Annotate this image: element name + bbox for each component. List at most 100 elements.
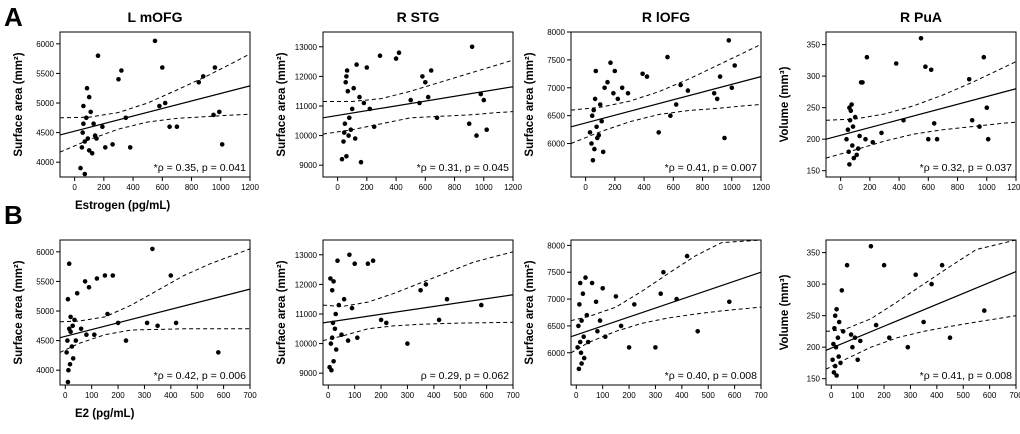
data-point xyxy=(599,118,604,124)
data-point xyxy=(887,335,892,341)
data-point xyxy=(94,276,100,281)
data-point xyxy=(331,279,336,284)
data-point xyxy=(640,71,645,77)
data-point xyxy=(70,356,76,361)
data-point xyxy=(577,280,583,286)
x-tick-label: 200 xyxy=(111,391,125,400)
x-tick-label: 600 xyxy=(667,183,681,192)
data-point xyxy=(611,91,616,96)
x-tick-label: 100 xyxy=(348,391,362,400)
scatter-chart: 0 200 400 600 800 1000 1200 150 200 250 300 350 *ρ =… xyxy=(779,9,1020,192)
chart-title: R lOFG xyxy=(642,9,690,25)
data-point xyxy=(65,338,70,343)
x-tick-label: 300 xyxy=(401,391,415,400)
data-point xyxy=(330,320,336,326)
x-tick-label: 0 xyxy=(829,391,834,400)
data-point xyxy=(854,152,859,158)
scatter-chart: 0 100 200 300 400 500 600 700 9000 10000 11000 1200… xyxy=(276,239,520,400)
y-tick-label: 350 xyxy=(807,249,821,258)
data-point xyxy=(848,332,854,337)
x-tick-label: 500 xyxy=(454,391,468,400)
data-point xyxy=(830,357,835,363)
data-point xyxy=(420,74,425,79)
x-tick-label: 1000 xyxy=(212,183,230,192)
data-point xyxy=(834,373,839,378)
x-tick-label: 200 xyxy=(608,183,622,192)
x-axis-label: Estrogen (pg/mL) xyxy=(75,200,170,212)
x-tick-label: 400 xyxy=(675,391,689,400)
y-tick-label: 250 xyxy=(807,104,821,113)
data-point xyxy=(840,329,846,334)
data-point xyxy=(847,162,852,167)
data-point xyxy=(82,279,88,284)
y-axis-label: Surface area (mm²) xyxy=(13,52,25,156)
data-point xyxy=(65,379,71,385)
data-point xyxy=(211,112,216,118)
data-point xyxy=(78,326,84,332)
data-point xyxy=(352,261,358,267)
data-point xyxy=(576,323,581,329)
x-tick-label: 800 xyxy=(448,183,462,192)
data-point xyxy=(333,347,339,352)
data-point xyxy=(852,335,858,341)
data-point xyxy=(632,302,637,307)
y-tick-label: 13000 xyxy=(295,43,318,52)
data-point xyxy=(86,94,92,100)
data-point xyxy=(474,133,479,138)
data-point xyxy=(123,115,129,121)
x-tick-label: 0 xyxy=(335,183,340,192)
x-tick-label: 200 xyxy=(863,183,877,192)
data-point xyxy=(349,106,355,112)
x-tick-label: 0 xyxy=(63,391,68,400)
data-point xyxy=(982,308,987,313)
y-tick-label: 9000 xyxy=(299,369,317,378)
ci-upper-line xyxy=(570,43,762,111)
ci-lower-line xyxy=(570,306,762,354)
data-point xyxy=(881,262,887,268)
y-tick-label: 12000 xyxy=(295,72,318,81)
data-point xyxy=(977,124,982,129)
plot-frame xyxy=(825,239,1017,386)
y-tick-label: 200 xyxy=(807,343,821,352)
y-axis-label: Surface area (mm²) xyxy=(524,52,536,156)
data-point xyxy=(82,139,88,144)
data-point xyxy=(64,350,69,355)
data-point xyxy=(668,113,673,118)
ci-lower-line xyxy=(59,113,251,153)
y-tick-label: 12000 xyxy=(295,280,318,289)
data-point xyxy=(581,334,586,340)
x-tick-label: 600 xyxy=(480,391,494,400)
x-tick-label: 600 xyxy=(156,183,170,192)
data-point xyxy=(371,124,377,129)
regression-line xyxy=(825,270,1017,351)
data-point xyxy=(94,136,99,141)
data-point xyxy=(68,329,73,335)
data-point xyxy=(405,341,410,346)
data-point xyxy=(931,121,937,126)
data-point xyxy=(347,252,352,258)
data-point xyxy=(602,85,607,91)
data-point xyxy=(344,68,350,73)
data-point xyxy=(678,82,683,88)
data-point xyxy=(658,291,663,297)
data-point xyxy=(469,44,475,50)
y-tick-label: 5500 xyxy=(36,277,54,286)
x-tick-label: 700 xyxy=(754,391,768,400)
plot-frame xyxy=(570,31,762,178)
plot-frame xyxy=(570,239,762,386)
data-point xyxy=(619,85,625,91)
plot-frame xyxy=(59,239,251,386)
data-point xyxy=(851,155,857,161)
data-point xyxy=(346,133,351,138)
data-point xyxy=(592,146,597,152)
x-tick-label: 500 xyxy=(191,391,205,400)
scatter-chart: 0 200 400 600 800 1000 1200 6000 6500 7000 7500 800… xyxy=(524,9,770,192)
data-point xyxy=(577,302,582,307)
scatter-chart: 0 100 200 300 400 500 600 700 6000 6500 7000 7500 80… xyxy=(524,239,768,400)
y-axis-label: Volume (mm³) xyxy=(779,66,791,142)
data-point xyxy=(434,115,440,121)
x-tick-label: 1200 xyxy=(504,183,522,192)
data-point xyxy=(219,142,225,147)
x-tick-label: 700 xyxy=(506,391,520,400)
ci-upper-line xyxy=(323,59,514,102)
